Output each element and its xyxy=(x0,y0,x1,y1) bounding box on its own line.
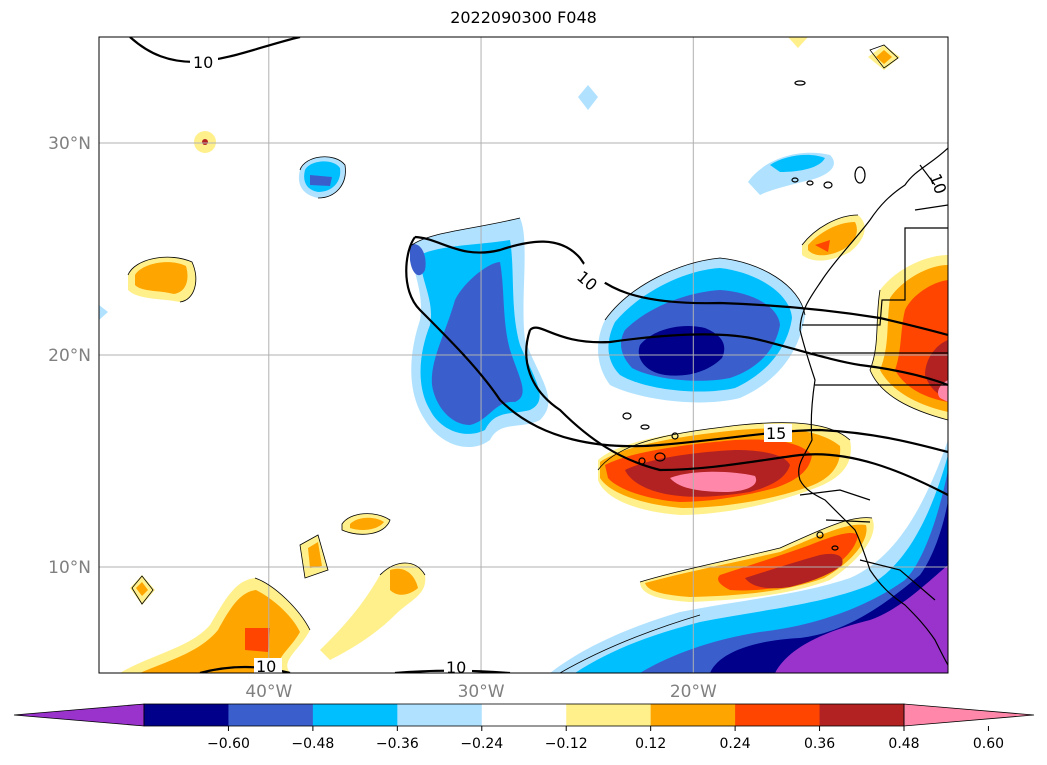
lon-tick-label: 30°W xyxy=(458,682,505,702)
positive-anomaly-southwest-core xyxy=(245,628,270,652)
negative-anomaly-west-edge xyxy=(99,305,108,320)
plot-frame xyxy=(98,36,949,674)
negative-anomaly-central-inner xyxy=(431,262,523,425)
negative-anomaly-dot-32n xyxy=(578,85,598,110)
colorbar-segment xyxy=(819,704,905,726)
colorbar-tick-label: −0.24 xyxy=(460,736,503,752)
colorbar-segment xyxy=(566,704,652,726)
positive-anomaly-mid-core xyxy=(670,471,757,492)
positive-anomaly-small-12n-core xyxy=(350,517,384,530)
positive-anomaly-dot-34n-core xyxy=(876,50,892,64)
positive-anomaly-west xyxy=(135,262,188,294)
coastlines xyxy=(622,80,948,666)
colorbar-tick-label: 0.12 xyxy=(635,736,666,752)
contour-labels: 10 10 15 10 10 10 xyxy=(190,52,950,677)
positive-anomaly-small-9n-core xyxy=(136,582,148,596)
positive-anomaly-dot-30n-core xyxy=(202,139,208,145)
lat-tick-label: 10°N xyxy=(48,558,91,578)
colorbar-segment xyxy=(228,704,314,726)
positive-anomaly-small-10n-core xyxy=(308,542,322,568)
colorbar-frame xyxy=(143,703,905,727)
colorbar-segment xyxy=(397,704,483,726)
positive-anomaly-south-4 xyxy=(745,553,843,589)
colorbar-tick-label: 0.24 xyxy=(720,736,751,752)
contour-label-10-northeast: 10 xyxy=(925,171,950,197)
lon-tick-label: 40°W xyxy=(245,682,292,702)
positive-anomaly-canary-red xyxy=(815,240,830,252)
colorbar-tick-label: −0.48 xyxy=(291,736,334,752)
negative-anomaly-madeira-2 xyxy=(770,154,825,172)
colorbar-tick-label: 0.60 xyxy=(973,736,1004,752)
lat-tick-label: 20°N xyxy=(48,346,91,366)
colorbar-segment xyxy=(735,704,821,726)
colorbar-segment xyxy=(481,704,567,726)
colorbar: −0.60 −0.48 −0.36 −0.24 −0.12 0.12 0.24 0.36 0.4… xyxy=(13,703,1035,752)
negative-anomaly-east-core xyxy=(638,325,725,376)
positive-anomaly-southwest xyxy=(140,590,300,673)
colorbar-tick-label: −0.36 xyxy=(376,736,419,752)
negative-anomaly-south-5 xyxy=(775,565,948,673)
colorbar-tick-label: 0.48 xyxy=(888,736,919,752)
colorbar-tick-label: −0.60 xyxy=(207,736,250,752)
map-title: 2022090300 F048 xyxy=(450,8,597,27)
colorbar-segment xyxy=(312,704,398,726)
colorbar-segment xyxy=(650,704,736,726)
negative-anomaly-west-arm xyxy=(410,244,426,276)
contour-label-10-south-west: 10 xyxy=(256,657,276,676)
lat-tick-label: 30°N xyxy=(48,134,91,154)
contour-label-15: 15 xyxy=(766,424,786,443)
contour-label-10-north: 10 xyxy=(193,53,213,72)
lon-tick-label: 20°W xyxy=(670,682,717,702)
colorbar-tick-label: −0.12 xyxy=(545,736,588,752)
colorbar-segment xyxy=(144,704,229,726)
longitude-labels: 40°W 30°W 20°W xyxy=(245,682,717,702)
colorbar-extend-high xyxy=(903,703,1035,727)
positive-anomaly-south-center xyxy=(390,568,418,595)
contour-label-10-south-center: 10 xyxy=(446,658,466,677)
negative-anomaly-dot-28n-core xyxy=(310,175,332,186)
positive-anomaly-dot-35n xyxy=(788,37,808,48)
latitude-labels: 30°N 20°N 10°N xyxy=(48,134,91,578)
colorbar-tick-label: 0.36 xyxy=(804,736,835,752)
colorbar-extend-low xyxy=(13,703,145,727)
